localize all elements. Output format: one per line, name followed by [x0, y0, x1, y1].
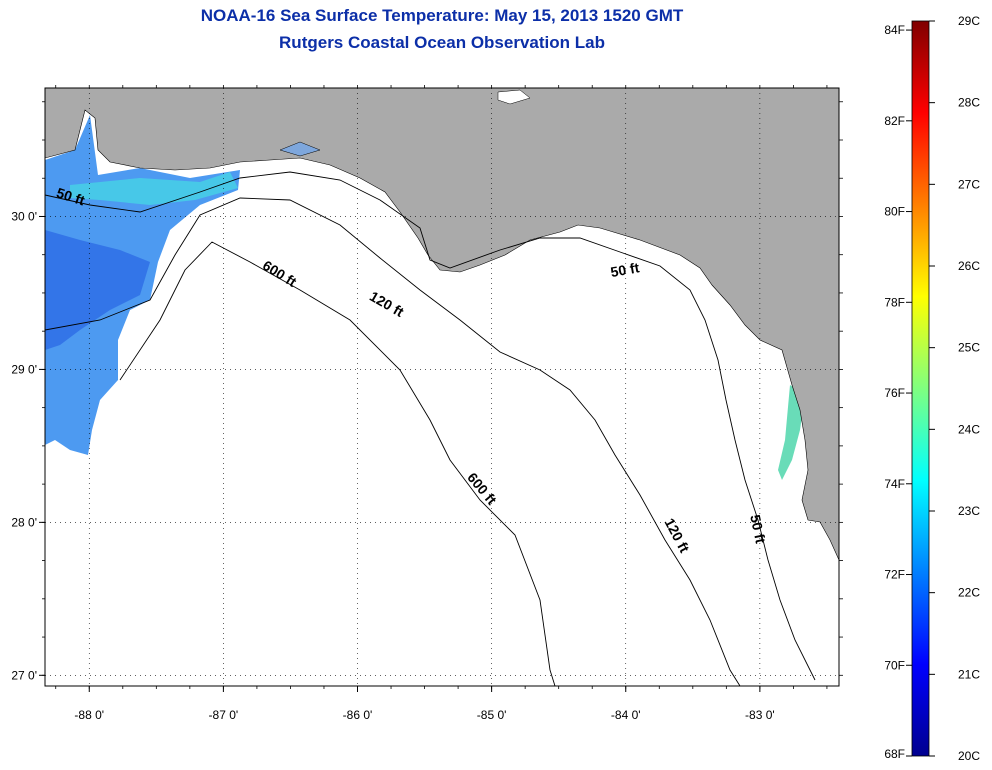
contour-50ft — [45, 171, 816, 681]
colorbar-f-label: 84F — [884, 23, 905, 37]
colorbar-c-label: 26C — [958, 259, 980, 273]
sst-data-east — [778, 385, 805, 480]
colorbar-f-label: 72F — [884, 568, 905, 582]
colorbar-f-label: 80F — [884, 205, 905, 219]
contour-label: 50 ft — [747, 513, 769, 545]
lat-tick-label: 27 0' — [11, 668, 37, 682]
colorbar-f-label: 82F — [884, 114, 905, 128]
colorbar-c-label: 27C — [958, 177, 980, 191]
contour-label: 50 ft — [609, 259, 640, 280]
colorbar — [911, 20, 930, 757]
bay-inlet — [497, 89, 531, 105]
sst-data-warm — [70, 172, 238, 205]
colorbar-f-label: 78F — [884, 295, 905, 309]
colorbar-c-label: 20C — [958, 749, 980, 763]
lon-tick-label: -86 0' — [343, 708, 373, 722]
colorbar-c-label: 24C — [958, 422, 980, 436]
colorbar-f-label: 70F — [884, 658, 905, 672]
colorbar-c-label: 21C — [958, 667, 980, 681]
axis-ticks: -88 0' -87 0' -86 0' -85 0' -84 0' -83 0' 30 0… — [11, 85, 843, 722]
lat-tick-label: 28 0' — [11, 515, 37, 529]
map-frame — [44, 87, 840, 687]
contour-120ft — [45, 197, 741, 686]
lon-tick-label: -83 0' — [745, 708, 775, 722]
colorbar-c-label: 25C — [958, 341, 980, 355]
colorbar-c-label: 22C — [958, 586, 980, 600]
contour-600ft — [119, 241, 556, 686]
colorbar-f-label: 76F — [884, 386, 905, 400]
map-subtitle: Rutgers Coastal Ocean Observation Lab — [279, 33, 605, 52]
lon-tick-label: -88 0' — [74, 708, 104, 722]
lat-tick-label: 29 0' — [11, 362, 37, 376]
lon-tick-label: -85 0' — [477, 708, 507, 722]
bay-inlet-2 — [279, 141, 321, 157]
lat-tick-label: 30 0' — [11, 209, 37, 223]
land-mass — [45, 88, 839, 561]
colorbar-c-label: 28C — [958, 96, 980, 110]
colorbar-labels: 29C 28C 27C 26C 25C 24C 23C 22C 21C 20C 84F 82F 80F 7… — [884, 14, 980, 763]
map-title: NOAA-16 Sea Surface Temperature: May 15,… — [200, 6, 684, 25]
colorbar-f-label: 68F — [884, 747, 905, 761]
colorbar-c-label: 23C — [958, 504, 980, 518]
sst-data-cool — [45, 230, 150, 350]
lon-tick-label: -84 0' — [611, 708, 641, 722]
colorbar-f-label: 74F — [884, 477, 905, 491]
colorbar-c-label: 29C — [958, 14, 980, 28]
lon-tick-label: -87 0' — [209, 708, 239, 722]
